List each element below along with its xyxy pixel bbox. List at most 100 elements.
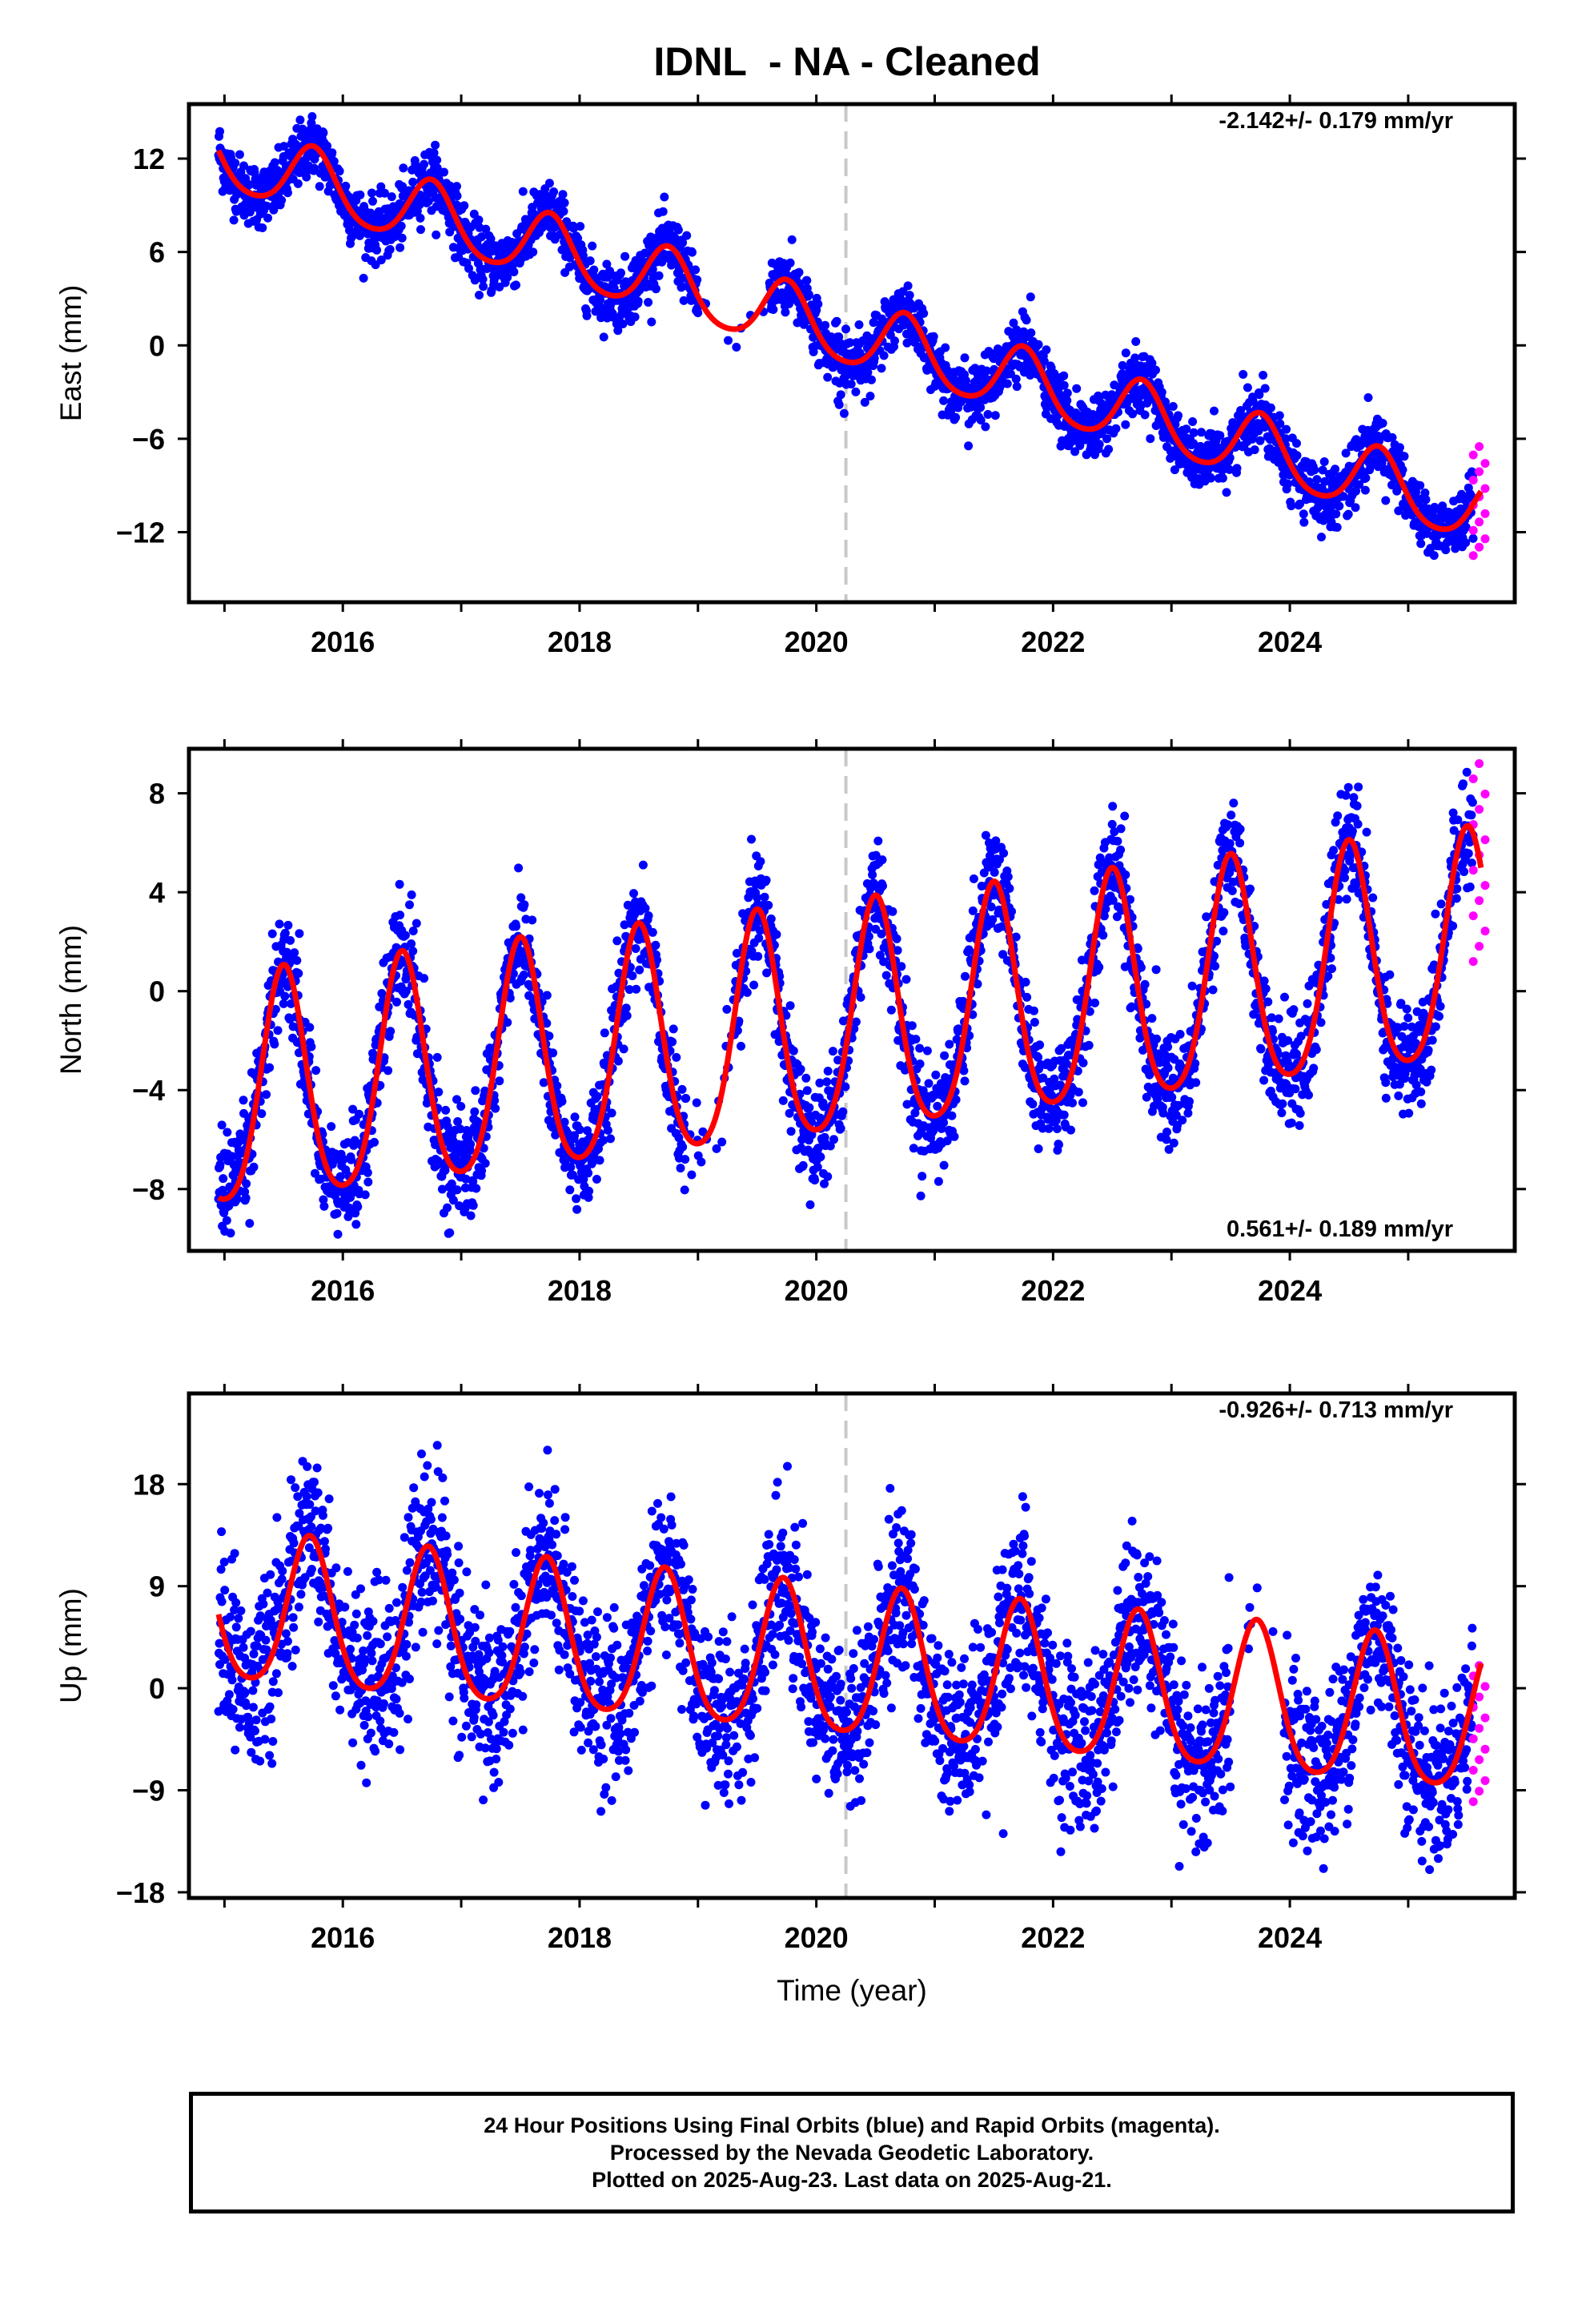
- final-point: [293, 179, 303, 188]
- final-point: [863, 368, 873, 377]
- final-point: [596, 295, 605, 304]
- x-tick-label: 2022: [1021, 625, 1085, 658]
- final-point: [1026, 328, 1036, 338]
- final-point: [443, 1203, 452, 1212]
- final-point: [480, 1086, 490, 1096]
- final-point: [1210, 406, 1219, 416]
- final-point: [327, 148, 337, 158]
- final-point: [846, 380, 856, 389]
- final-point: [280, 991, 290, 1001]
- final-point: [947, 1111, 957, 1120]
- x-tick-label: 2018: [548, 625, 612, 658]
- final-point: [960, 353, 970, 363]
- final-point: [990, 867, 999, 877]
- final-point: [651, 284, 661, 294]
- final-point: [983, 410, 993, 419]
- final-point: [1121, 348, 1130, 358]
- final-point: [295, 929, 304, 939]
- final-point: [399, 163, 408, 173]
- final-point: [865, 392, 875, 401]
- final-point: [905, 291, 914, 300]
- final-point: [602, 259, 612, 269]
- final-point: [396, 221, 406, 231]
- final-point: [307, 119, 316, 128]
- x-axis-ticks: [223, 94, 1410, 612]
- final-point: [584, 1168, 593, 1178]
- final-point: [456, 1124, 465, 1134]
- final-point: [377, 989, 387, 998]
- final-point: [1140, 410, 1150, 420]
- final-point: [471, 1086, 480, 1096]
- final-point: [901, 975, 911, 984]
- final-point: [1074, 1088, 1083, 1097]
- final-point: [468, 1200, 478, 1210]
- final-point: [693, 275, 702, 284]
- final-point: [348, 1104, 358, 1114]
- rapid-point: [1468, 551, 1478, 561]
- final-point: [600, 1028, 609, 1038]
- final-point: [437, 1184, 447, 1194]
- final-point: [916, 1191, 926, 1200]
- final-point: [879, 351, 889, 360]
- final-point: [1319, 457, 1329, 466]
- final-point: [408, 177, 418, 187]
- final-point: [383, 1066, 393, 1076]
- final-point: [1343, 509, 1353, 519]
- final-point: [1325, 504, 1335, 513]
- final-point: [386, 1027, 396, 1036]
- final-point: [810, 1176, 820, 1185]
- final-point: [1090, 886, 1099, 895]
- final-point: [981, 830, 990, 840]
- final-point: [572, 1194, 581, 1204]
- final-point: [232, 1194, 242, 1204]
- final-point: [631, 944, 640, 953]
- final-point: [638, 860, 648, 870]
- final-point: [982, 366, 991, 376]
- final-point: [1415, 480, 1425, 490]
- final-point: [603, 1125, 612, 1135]
- final-point: [307, 1042, 316, 1051]
- final-point: [781, 308, 790, 317]
- final-point: [1157, 388, 1166, 397]
- final-point: [832, 316, 841, 326]
- final-point: [854, 320, 864, 329]
- final-point: [585, 256, 595, 266]
- final-point: [443, 1122, 452, 1131]
- final-point: [1094, 440, 1104, 449]
- final-point: [1239, 370, 1248, 379]
- final-point: [1128, 409, 1138, 419]
- final-point: [823, 372, 833, 382]
- final-point: [868, 870, 877, 879]
- final-point: [939, 1118, 949, 1128]
- final-point: [990, 411, 1000, 420]
- final-point: [432, 230, 441, 239]
- final-point: [749, 980, 759, 990]
- final-point: [628, 971, 637, 980]
- final-point: [448, 1196, 458, 1205]
- final-point: [479, 282, 488, 292]
- final-point: [678, 1142, 688, 1152]
- final-point: [280, 928, 290, 938]
- final-point: [392, 997, 401, 1007]
- final-point: [976, 416, 986, 425]
- final-point: [697, 1157, 706, 1167]
- final-point: [445, 1228, 455, 1237]
- final-point: [396, 911, 405, 920]
- final-point: [1042, 345, 1051, 355]
- final-point: [1360, 485, 1370, 495]
- final-point: [841, 324, 850, 334]
- final-point: [1259, 371, 1268, 380]
- final-point: [816, 1152, 825, 1162]
- final-point: [1317, 533, 1326, 542]
- final-point: [681, 1094, 691, 1103]
- final-point: [1332, 523, 1342, 532]
- final-point: [676, 1164, 685, 1173]
- final-point: [1398, 465, 1407, 475]
- final-point: [466, 1211, 476, 1220]
- final-point: [1151, 365, 1160, 375]
- final-point: [490, 1096, 500, 1105]
- final-point: [687, 1170, 697, 1180]
- final-point: [376, 182, 386, 191]
- final-point: [242, 1179, 251, 1188]
